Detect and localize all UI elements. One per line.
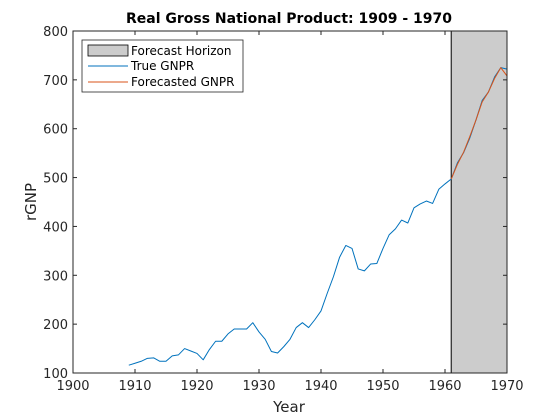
- forecast-horizon-band: [450, 30, 508, 374]
- y-tick-label: 800: [43, 25, 68, 40]
- x-tick-label: 1950: [366, 379, 399, 394]
- ticks-layer: 1900 1910 1920 1930 1940 1950 1960 1970 100 200 30…: [43, 25, 523, 394]
- x-tick-label: 1910: [118, 379, 151, 394]
- legend-label-forecast-horizon: Forecast Horizon: [131, 44, 231, 58]
- x-tick-label: 1970: [490, 379, 523, 394]
- x-axis-label: Year: [272, 398, 306, 416]
- legend-label-true-gnpr: True GNPR: [130, 59, 194, 73]
- axes-box: [72, 30, 508, 374]
- x-tick-label: 1920: [180, 379, 213, 394]
- x-tick-label: 1940: [304, 379, 337, 394]
- y-axis-label: rGNP: [22, 183, 40, 221]
- x-tick-label: 1960: [428, 379, 461, 394]
- y-tick-label: 200: [43, 318, 68, 333]
- x-tick-label: 1900: [56, 379, 89, 394]
- y-tick-label: 300: [43, 269, 68, 284]
- legend-label-forecasted-gnpr: Forecasted GNPR: [131, 75, 234, 89]
- y-tick-label: 600: [43, 123, 68, 138]
- chart-title: Real Gross National Product: 1909 - 1970: [126, 11, 452, 27]
- series-line-forecasted-gnpr: [450, 67, 508, 180]
- y-tick-label: 100: [43, 367, 68, 382]
- plot-area: 1900 1910 1920 1930 1940 1950 1960 1970 100 200 30…: [43, 25, 523, 394]
- y-tick-label: 500: [43, 172, 68, 187]
- y-tick-label: 400: [43, 220, 68, 235]
- x-tick-label: 1930: [242, 379, 275, 394]
- legend-swatch-forecast-horizon: [87, 44, 129, 57]
- y-tick-label: 700: [43, 74, 68, 89]
- legend: Forecast Horizon True GNPR Forecasted GN…: [81, 39, 244, 93]
- series-layer: [128, 67, 508, 366]
- series-line-true-gnpr: [128, 67, 508, 366]
